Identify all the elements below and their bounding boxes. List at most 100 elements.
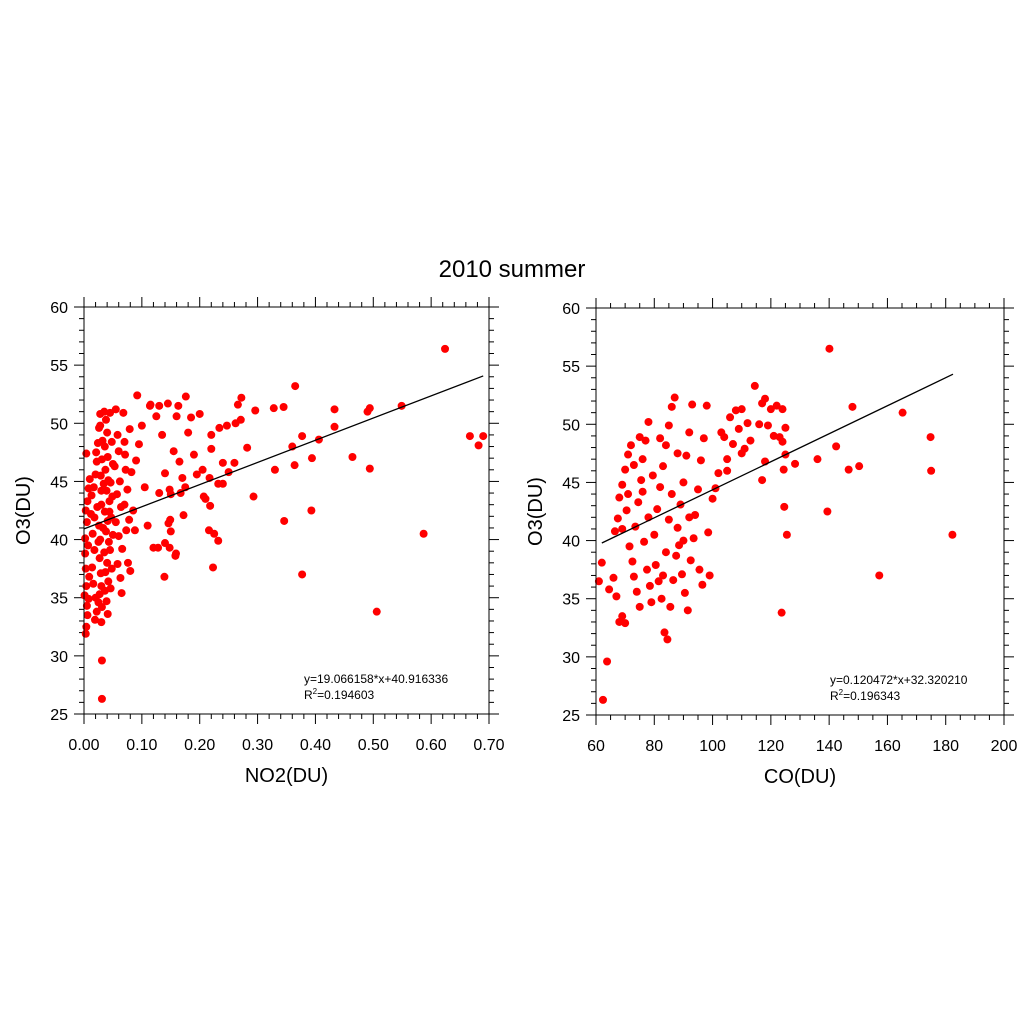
data-point [677, 570, 686, 579]
data-point [181, 392, 190, 401]
r2-letter: R [830, 689, 839, 703]
y-tick-label: 50 [50, 416, 68, 433]
data-point [113, 559, 122, 568]
data-point [90, 546, 99, 555]
r2-value: =0.196343 [843, 689, 900, 703]
data-point [280, 516, 289, 525]
data-point [307, 506, 316, 515]
data-point [654, 577, 663, 586]
data-point [189, 450, 198, 459]
data-point [667, 402, 676, 411]
data-point [625, 542, 634, 551]
data-point [119, 408, 128, 417]
data-point [628, 557, 637, 566]
data-point [94, 537, 103, 546]
data-point [683, 606, 692, 615]
data-point [82, 518, 91, 527]
x-tick-label: 120 [758, 738, 785, 755]
data-point [780, 502, 789, 511]
data-point [632, 587, 641, 596]
data-point [734, 424, 743, 433]
figure-title: 2010 summer [439, 256, 586, 283]
data-point [659, 571, 668, 580]
regression-equation: y=0.120472*x+32.320210 [830, 673, 968, 687]
data-point [104, 577, 113, 586]
data-point [101, 415, 110, 424]
data-point [682, 451, 691, 460]
data-point [825, 344, 834, 353]
data-point [832, 442, 841, 451]
x-axis-label: CO(DU) [764, 766, 836, 788]
data-point [621, 465, 630, 474]
data-point [107, 564, 116, 573]
data-point [192, 470, 201, 479]
r2-superscript: 2 [839, 688, 844, 697]
data-point [106, 408, 115, 417]
data-point [161, 469, 169, 478]
data-point [298, 432, 307, 441]
data-point [222, 421, 231, 430]
data-point [105, 507, 114, 516]
r-squared-label: R2=0.194603 [304, 687, 375, 702]
data-point [137, 421, 146, 430]
data-point [624, 450, 633, 459]
data-point [90, 615, 99, 624]
data-point [206, 501, 215, 510]
y-tick-label: 30 [50, 649, 68, 666]
data-point [187, 413, 196, 422]
data-point [149, 543, 158, 552]
data-point [160, 572, 169, 581]
data-point [772, 401, 781, 410]
y-axis-label: O3(DU) [13, 476, 35, 545]
data-point [720, 433, 729, 442]
data-point [84, 541, 93, 550]
plot-frame [83, 306, 490, 715]
data-point [474, 441, 483, 450]
data-point [231, 419, 240, 428]
data-point [174, 401, 183, 410]
data-point [855, 462, 864, 471]
data-point [781, 423, 790, 432]
data-point [782, 530, 791, 539]
data-point [672, 551, 681, 560]
data-point [661, 548, 670, 557]
data-point [218, 479, 227, 488]
data-point [132, 456, 141, 465]
data-point [279, 403, 288, 412]
data-point [269, 404, 278, 413]
data-point [101, 465, 110, 474]
data-point [605, 585, 614, 594]
data-point [89, 483, 98, 492]
data-point [737, 449, 746, 458]
data-point [210, 529, 219, 538]
data-point [112, 490, 121, 499]
data-point [107, 437, 116, 446]
data-point [635, 602, 644, 611]
data-point [714, 469, 723, 478]
x-tick-label: 80 [645, 738, 663, 755]
data-point [133, 391, 142, 400]
data-point [88, 563, 97, 572]
x-tick-label: 180 [932, 738, 959, 755]
x-tick-label: 0.50 [358, 737, 389, 754]
data-point [121, 450, 130, 459]
data-point [629, 572, 638, 581]
x-tick-label: 0.00 [68, 737, 99, 754]
data-point [844, 465, 853, 474]
data-point [726, 413, 735, 422]
data-point [97, 618, 106, 627]
data-point [660, 628, 669, 637]
data-point [106, 546, 115, 555]
data-point [103, 558, 112, 567]
data-point [667, 490, 676, 499]
data-point [777, 608, 786, 617]
x-tick-label: 0.20 [184, 737, 215, 754]
data-point [688, 400, 697, 409]
data-point [87, 491, 96, 500]
data-point [618, 612, 627, 621]
data-point [659, 462, 668, 471]
data-point [101, 568, 110, 577]
data-point [823, 507, 832, 516]
data-point [184, 428, 193, 437]
data-point [207, 444, 216, 453]
